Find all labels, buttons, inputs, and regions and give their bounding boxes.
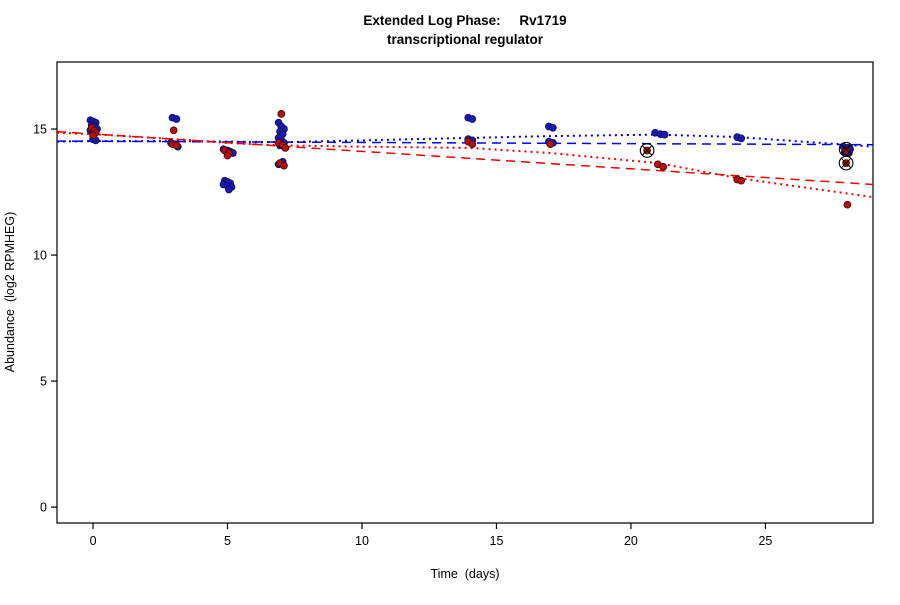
y-tick-label: 5 [40, 375, 47, 389]
red-replicates-point [172, 141, 181, 150]
chart-subtitle: transcriptional regulator [387, 32, 544, 47]
x-tick-label: 0 [90, 534, 97, 548]
outlier-circle-x-icon [840, 157, 852, 169]
x-tick-label: 10 [355, 534, 369, 548]
outlier-circle-x-icon [641, 145, 653, 156]
red-replicates-point [737, 176, 746, 185]
x-axis-label: Time (days) [431, 567, 500, 581]
blue-replicates-point [737, 134, 746, 143]
plot-box [56, 61, 874, 524]
blue-replicates-point [468, 115, 477, 123]
red-replicates-point [281, 144, 290, 152]
red-replicates-point [280, 161, 288, 170]
chart-title: Extended Log Phase: Rv1719 [363, 13, 566, 28]
y-tick-label: 15 [33, 123, 47, 137]
trend-line-blue-smooth-fit [56, 133, 874, 148]
y-tick-label: 0 [40, 501, 47, 515]
red-replicates-point [843, 200, 852, 209]
blue-replicates-point [660, 130, 669, 139]
red-replicates-point [89, 131, 97, 140]
outlier-circle-x-icon [838, 155, 854, 171]
red-replicates-point [842, 146, 850, 155]
blue-replicates-point [172, 115, 181, 123]
red-replicates-point [546, 140, 555, 149]
x-tick-label: 20 [624, 534, 638, 548]
plot-area: 0 5 10 15 20 25 0 5 10 15 [33, 61, 874, 548]
y-axis-label: Abundance (log2 RPMHEG) [3, 212, 17, 373]
blue-replicates-point [549, 123, 557, 132]
outlier-circle-x-icon [840, 144, 852, 155]
y-tick-label: 10 [33, 249, 47, 263]
blue-replicates-point [225, 185, 233, 194]
trend-line-red-smooth-fit [56, 131, 874, 199]
red-replicates-point [468, 140, 477, 149]
x-tick-label: 25 [758, 534, 772, 548]
x-tick-label: 15 [490, 534, 504, 548]
red-replicates-point [659, 163, 668, 171]
outlier-circle-x-icon [639, 143, 655, 158]
red-replicates-point [223, 151, 232, 160]
red-replicates-point [277, 110, 286, 118]
x-tick-label: 5 [224, 534, 231, 548]
red-replicates-point [169, 126, 178, 135]
